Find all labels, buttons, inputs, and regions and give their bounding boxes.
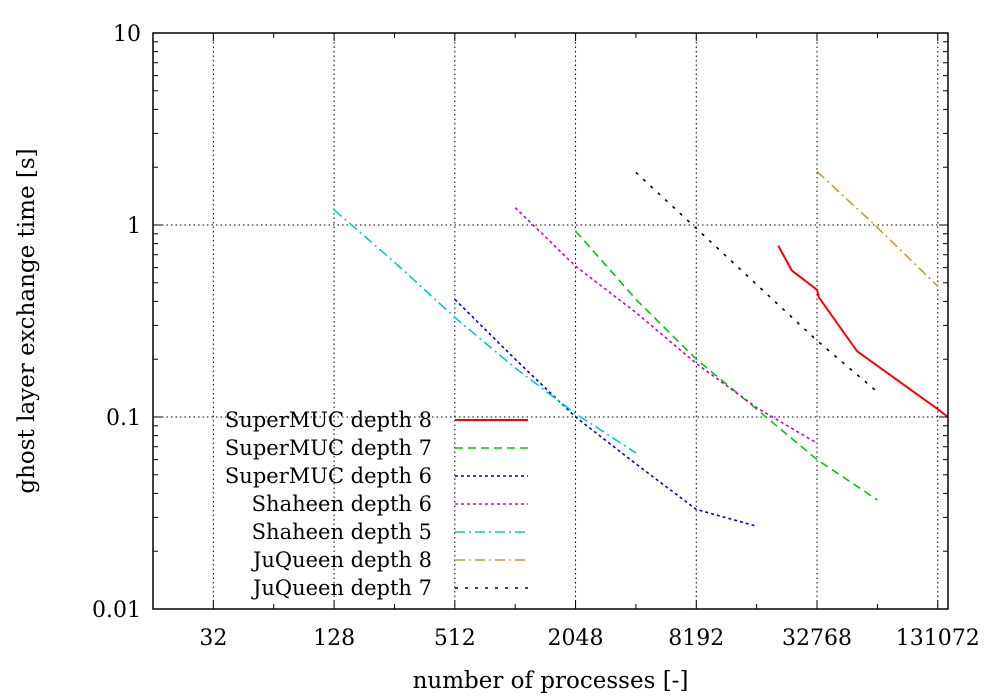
x-tick-label: 512 [434, 626, 476, 651]
x-tick-labels: 32 128 512 2048 8192 32768 131072 [199, 626, 979, 651]
x-tick-label: 131072 [896, 626, 980, 651]
series-line-shaheen-depth-6 [514, 207, 818, 444]
y-tick-label: 1 [127, 214, 141, 239]
legend-label: JuQueen depth 8 [251, 548, 432, 572]
x-tick-label: 2048 [548, 626, 604, 651]
series-line-juqueen-depth-8 [816, 170, 939, 287]
x-tick-label: 32 [199, 626, 227, 651]
legend: SuperMUC depth 8 SuperMUC depth 7 SuperMUC… [225, 408, 528, 600]
axis-ticks [152, 32, 948, 610]
y-tick-labels: 0.01 0.1 1 10 [92, 22, 141, 623]
y-tick-label: 10 [113, 22, 141, 47]
legend-label: Shaheen depth 6 [252, 492, 432, 516]
y-axis-label: ghost layer exchange time [s] [14, 148, 40, 493]
y-tick-label: 0.01 [92, 598, 141, 623]
legend-label: SuperMUC depth 6 [225, 464, 432, 488]
x-tick-label: 128 [313, 626, 355, 651]
series-line-juqueen-depth-7 [635, 171, 878, 393]
legend-label: SuperMUC depth 7 [225, 436, 432, 460]
series-line-supermuc-depth-8 [777, 245, 949, 418]
series-line-shaheen-depth-5 [333, 209, 637, 454]
plot-frame [152, 32, 949, 610]
legend-label: SuperMUC depth 8 [225, 408, 432, 432]
plot-series [333, 170, 949, 527]
y-tick-label: 0.1 [106, 406, 141, 431]
legend-label: JuQueen depth 7 [251, 576, 432, 600]
series-line-supermuc-depth-7 [575, 230, 878, 501]
series-line-supermuc-depth-6 [454, 298, 757, 527]
x-tick-label: 8192 [668, 626, 724, 651]
x-tick-label: 32768 [782, 626, 852, 651]
legend-label: Shaheen depth 5 [252, 520, 432, 544]
x-axis-label: number of processes [-] [413, 668, 689, 694]
